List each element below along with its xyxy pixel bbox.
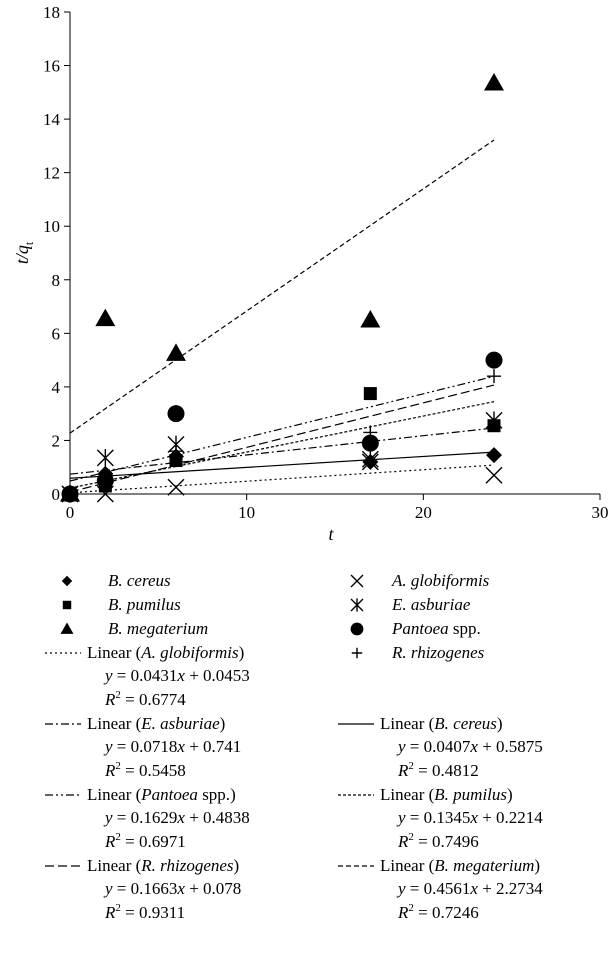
- legend-label-a-globiformis: A. globiformis: [391, 571, 490, 590]
- legend-marker-b-megaterium: [60, 622, 74, 634]
- legend-label-pantoea-spp: Pantoea spp.: [391, 619, 481, 638]
- legend-marker-pantoea-spp: [350, 622, 364, 636]
- x-tick-label: 10: [238, 503, 255, 522]
- legend-label-e-asburiae: E. asburiae: [391, 595, 471, 614]
- legend-marker-a-globiformis: [350, 574, 364, 588]
- legend-label-b-cereus: B. cereus: [108, 571, 171, 590]
- point-e-asburiae: [485, 411, 503, 430]
- point-e-asburiae: [361, 450, 379, 468]
- legend-trend-equation-b-pumilus: y = 0.1345x + 0.2214: [396, 808, 543, 827]
- legend-trend-label-b-megaterium: Linear (B. megaterium): [380, 856, 540, 875]
- legend-trend-label-r-rhizogenes: Linear (R. rhizogenes): [87, 856, 239, 875]
- x-tick-label: 30: [592, 503, 609, 522]
- point-b-pumilus: [169, 454, 183, 468]
- trendline-e-asburiae: [70, 427, 495, 475]
- point-a-globiformis: [485, 466, 503, 484]
- y-axis-label-subscript: t: [22, 241, 36, 245]
- legend-trend-label-pantoea-spp: Linear (Pantoea spp.): [87, 785, 236, 804]
- point-b-megaterium: [484, 72, 504, 91]
- point-r-rhizogenes: [363, 425, 378, 440]
- legend-trend-r2-a-globiformis: R2 = 0.6774: [104, 689, 186, 709]
- legend-trend-label-b-pumilus: Linear (B. pumilus): [380, 785, 513, 804]
- y-tick-label: 4: [52, 378, 61, 397]
- legend-trend-equation-b-cereus: y = 0.0407x + 0.5875: [396, 737, 543, 756]
- legend-trend-equation-b-megaterium: y = 0.4561x + 2.2734: [396, 879, 543, 898]
- trendline-pantoea-spp: [70, 375, 495, 482]
- legend-trend-r2-r-rhizogenes: R2 = 0.9311: [104, 902, 185, 922]
- trendline-b-megaterium: [70, 139, 495, 434]
- legend-trend-r2-b-megaterium: R2 = 0.7246: [397, 902, 479, 922]
- y-tick-label: 2: [52, 431, 61, 450]
- trendline-r-rhizogenes: [70, 384, 495, 493]
- point-r-rhizogenes: [169, 444, 183, 459]
- point-b-megaterium: [95, 308, 116, 327]
- legend-trend-r2-b-cereus: R2 = 0.4812: [397, 760, 479, 780]
- y-tick-label: 18: [43, 3, 60, 22]
- legend-label-r-rhizogenes: R. rhizogenes: [391, 643, 485, 662]
- point-b-megaterium: [360, 309, 381, 328]
- x-axis-label: t: [328, 524, 334, 544]
- point-b-pumilus: [363, 387, 377, 401]
- y-tick-label: 8: [52, 271, 61, 290]
- y-tick-label: 12: [43, 164, 60, 183]
- legend-label-b-pumilus: B. pumilus: [108, 595, 181, 614]
- legend-label-b-megaterium: B. megaterium: [108, 619, 208, 638]
- legend-marker-e-asburiae: [350, 598, 364, 612]
- chart-legend: B. cereus B. pumilus B. megaterium A. globi…: [45, 571, 543, 922]
- trendline-b-pumilus: [70, 401, 495, 489]
- legend-trend-equation-a-globiformis: y = 0.0431x + 0.0453: [103, 666, 250, 685]
- x-tick-label: 0: [66, 503, 75, 522]
- y-tick-label: 10: [43, 217, 60, 236]
- point-r-rhizogenes: [98, 470, 113, 485]
- point-pantoea-spp: [361, 434, 379, 452]
- legend-trend-equation-pantoea-spp: y = 0.1629x + 0.4838: [103, 808, 250, 827]
- legend-marker-b-pumilus: [62, 600, 72, 610]
- y-axis-label: t/qt: [12, 241, 36, 264]
- point-e-asburiae: [96, 449, 114, 467]
- legend-trend-r2-pantoea-spp: R2 = 0.6971: [104, 831, 186, 851]
- legend-trend-equation-r-rhizogenes: y = 0.1663x + 0.078: [103, 879, 241, 898]
- legend-marker-r-rhizogenes: [351, 647, 363, 659]
- point-b-megaterium: [166, 343, 186, 361]
- data-points: [60, 72, 504, 503]
- y-tick-label: 14: [43, 110, 61, 129]
- legend-trend-equation-e-asburiae: y = 0.0718x + 0.741: [103, 737, 241, 756]
- point-r-rhizogenes: [63, 487, 77, 501]
- y-tick-label: 16: [43, 57, 60, 76]
- y-tick-label: 0: [52, 485, 61, 504]
- legend-trend-label-b-cereus: Linear (B. cereus): [380, 714, 503, 733]
- point-r-rhizogenes: [487, 369, 501, 384]
- x-tick-label: 20: [415, 503, 432, 522]
- point-a-globiformis: [167, 478, 185, 496]
- point-b-cereus: [486, 447, 502, 464]
- legend-trend-r2-e-asburiae: R2 = 0.5458: [104, 760, 186, 780]
- legend-trend-label-e-asburiae: Linear (E. asburiae): [87, 714, 225, 733]
- legend-trend-label-a-globiformis: Linear (A. globiformis): [87, 643, 244, 662]
- trendline-a-globiformis: [70, 464, 495, 494]
- legend-trend-r2-b-pumilus: R2 = 0.7496: [397, 831, 479, 851]
- point-pantoea-spp: [485, 351, 503, 369]
- trendlines: [70, 139, 495, 494]
- point-pantoea-spp: [167, 405, 185, 423]
- y-tick-label: 6: [52, 324, 61, 343]
- legend-marker-b-cereus: [61, 575, 73, 587]
